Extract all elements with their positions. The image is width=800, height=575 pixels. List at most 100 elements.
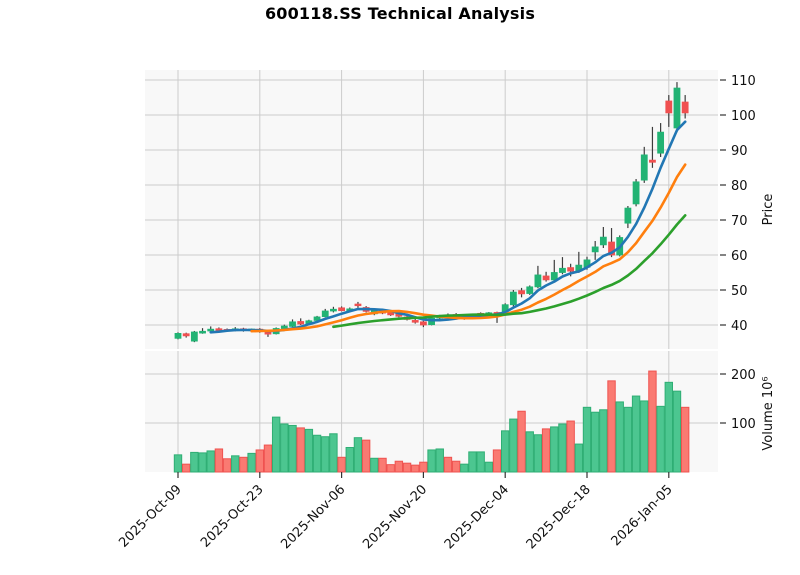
candle-body <box>665 100 673 114</box>
date-axis: 2025-Oct-09 2025-Oct-23 2025-Nov-06 2025-No… <box>116 472 676 552</box>
volume-bar <box>566 420 575 473</box>
volume-bar <box>648 370 657 473</box>
volume-bar <box>550 426 559 473</box>
volume-bar <box>173 454 183 473</box>
candle-body <box>657 131 665 154</box>
volume-bar <box>411 464 420 473</box>
candle-body <box>591 246 599 253</box>
candle-body <box>289 321 296 327</box>
volume-bar <box>345 447 354 473</box>
candle-body <box>550 272 558 281</box>
volume-bar <box>419 461 428 473</box>
price-tick-label: 80 <box>731 179 748 194</box>
volume-bar <box>680 406 690 473</box>
volume-bar <box>427 449 436 473</box>
volume-tick-label: 200 <box>731 368 756 383</box>
date-tick-label: 2025-Oct-09 <box>116 482 184 550</box>
ma20-line <box>332 214 687 329</box>
candle-body <box>624 207 632 224</box>
volume-bar <box>337 456 346 473</box>
price-axis: 40 50 60 70 80 90 100 110 <box>720 74 756 334</box>
candle-body <box>681 101 689 114</box>
candle-body <box>190 331 198 342</box>
volume-bar <box>525 431 534 473</box>
volume-bar <box>255 449 265 473</box>
candle-body <box>330 308 337 312</box>
candle-body <box>338 307 346 312</box>
volume-axis: 100 200 <box>720 368 756 432</box>
volume-bar <box>623 406 633 473</box>
volume-bar <box>312 434 322 473</box>
candle-body <box>509 291 517 306</box>
candle-body <box>599 236 607 246</box>
volume-bar <box>468 451 477 473</box>
candle-body <box>518 290 525 295</box>
volume-bar <box>435 448 444 473</box>
volume-bar <box>484 461 494 473</box>
candle-body <box>640 154 648 181</box>
volume-bars <box>173 370 690 473</box>
ma10-line <box>250 163 687 333</box>
volume-bar <box>541 428 551 473</box>
volume-bar <box>640 400 649 473</box>
volume-bar <box>501 430 510 473</box>
candle-body <box>534 274 542 288</box>
volume-bar <box>492 449 502 473</box>
date-tick-label: 2026-Jan-05 <box>609 482 676 549</box>
volume-bar <box>378 457 387 473</box>
volume-bar <box>222 458 232 473</box>
volume-bar <box>206 450 215 473</box>
candle-body <box>419 321 427 326</box>
candle-body <box>313 316 321 321</box>
candle-body <box>673 87 681 129</box>
volume-bar <box>181 463 191 473</box>
candle-body <box>649 159 656 163</box>
candlesticks <box>174 82 689 343</box>
candle-body <box>387 312 395 316</box>
volume-bar <box>672 390 682 473</box>
candle-body <box>280 325 288 329</box>
volume-bar <box>517 410 526 473</box>
volume-bar <box>214 448 224 473</box>
candle-body <box>174 332 182 339</box>
date-tick-label: 2025-Oct-23 <box>198 482 266 550</box>
volume-bar <box>607 380 616 473</box>
volume-bar <box>533 434 543 473</box>
volume-bar <box>231 455 240 473</box>
volume-bar <box>296 427 305 473</box>
volume-bar <box>304 428 314 473</box>
volume-bar <box>402 462 412 473</box>
price-panel-background <box>145 70 718 349</box>
volume-bar <box>370 457 379 473</box>
candle-body <box>207 328 215 332</box>
volume-bar <box>590 411 600 473</box>
volume-bar <box>394 460 404 473</box>
volume-bar <box>263 444 273 473</box>
volume-bar <box>664 381 673 473</box>
volume-bar <box>361 439 371 473</box>
candle-body <box>632 181 640 205</box>
price-tick-label: 60 <box>731 249 748 264</box>
candle-body <box>411 320 419 323</box>
volume-bar <box>280 423 289 473</box>
chart-title: 600118.SS Technical Analysis <box>264 4 536 23</box>
price-tick-label: 40 <box>731 319 748 334</box>
candle-body <box>559 267 566 273</box>
price-tick-label: 90 <box>731 144 748 159</box>
candle-body <box>182 333 190 337</box>
volume-bar <box>239 456 248 473</box>
volume-bar <box>599 409 608 473</box>
candle-body <box>542 275 550 281</box>
volume-bar <box>329 433 338 473</box>
volume-axis-title: Volume 10⁶ <box>761 376 776 450</box>
price-tick-label: 110 <box>731 74 756 89</box>
volume-bar <box>558 423 567 473</box>
volume-bar <box>353 437 363 473</box>
candle-body <box>608 241 615 256</box>
date-tick-label: 2025-Nov-20 <box>360 482 430 552</box>
candle-body <box>321 310 329 317</box>
volume-bar <box>582 406 592 473</box>
volume-bar <box>190 451 199 473</box>
